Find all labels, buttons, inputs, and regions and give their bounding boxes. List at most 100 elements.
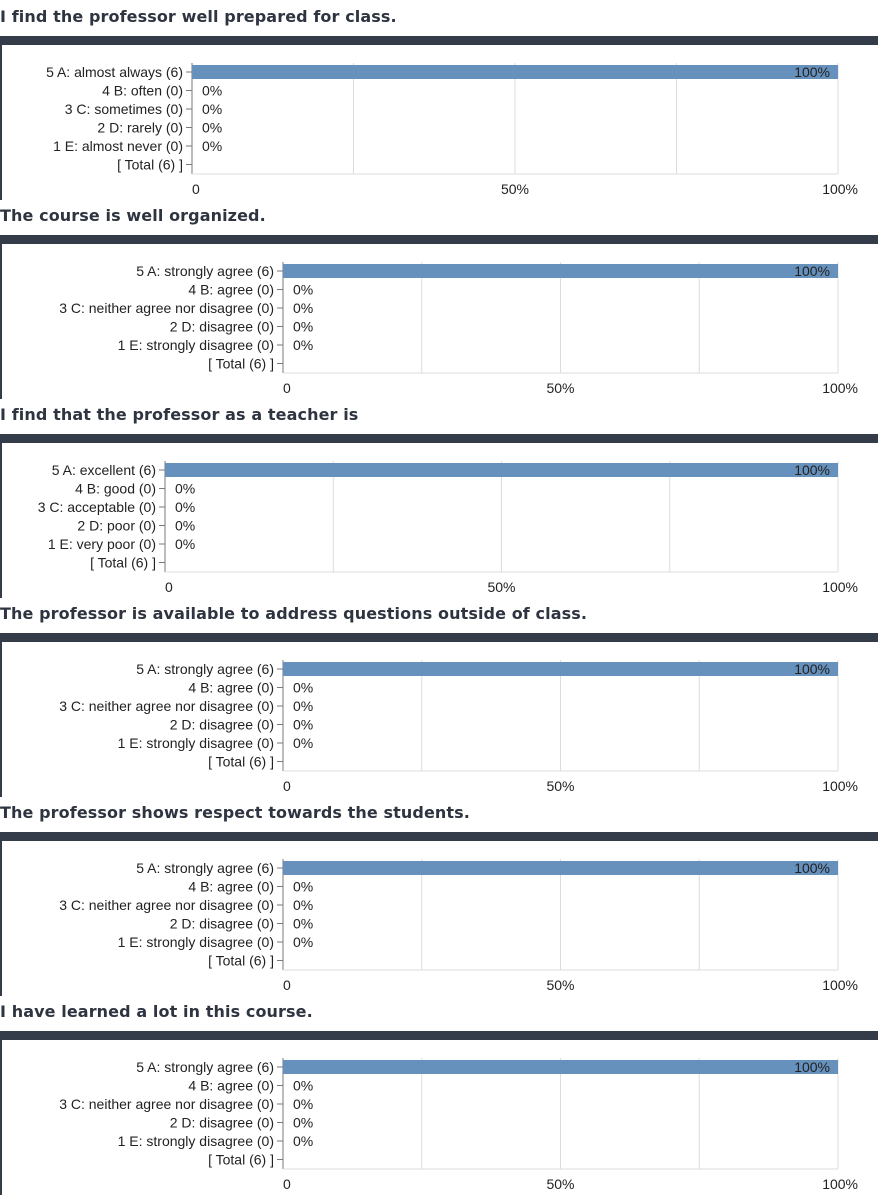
x-tick-label: 100% bbox=[822, 579, 858, 595]
panel-header-band bbox=[0, 235, 878, 244]
bar-value-label: 100% bbox=[794, 1059, 830, 1075]
question-title: I find that the professor as a teacher i… bbox=[0, 405, 359, 424]
category-label: 4 B: good (0) bbox=[75, 481, 156, 497]
bar-value-label: 0% bbox=[202, 101, 222, 117]
x-tick-label: 0 bbox=[283, 380, 291, 396]
panel-left-border bbox=[0, 244, 2, 399]
bar bbox=[283, 861, 838, 875]
question-title: I have learned a lot in this course. bbox=[0, 1002, 313, 1021]
category-label: 5 A: excellent (6) bbox=[52, 462, 156, 478]
category-label: [ Total (6) ] bbox=[117, 157, 183, 173]
x-tick-label: 0 bbox=[283, 778, 291, 794]
question-title: The course is well organized. bbox=[0, 206, 266, 225]
bar-value-label: 0% bbox=[175, 481, 195, 497]
bar-value-label: 0% bbox=[202, 83, 222, 99]
category-label: 3 C: neither agree nor disagree (0) bbox=[59, 698, 274, 714]
x-tick-label: 50% bbox=[546, 380, 574, 396]
horizontal-bar-chart: 5 A: strongly agree (6) 100% 4 B: agree (0… bbox=[59, 859, 858, 993]
bar-value-label: 0% bbox=[293, 337, 313, 353]
category-label: 1 E: strongly disagree (0) bbox=[118, 735, 274, 751]
category-label: 4 B: often (0) bbox=[102, 83, 183, 99]
panel-left-border bbox=[0, 443, 2, 598]
bar-value-label: 100% bbox=[794, 64, 830, 80]
x-tick-label: 50% bbox=[487, 579, 515, 595]
x-tick-label: 50% bbox=[546, 977, 574, 993]
category-label: 2 D: disagree (0) bbox=[170, 717, 274, 733]
bar-value-label: 0% bbox=[202, 120, 222, 136]
bar-value-label: 0% bbox=[293, 300, 313, 316]
category-label: 1 E: strongly disagree (0) bbox=[118, 934, 274, 950]
bar-value-label: 100% bbox=[794, 263, 830, 279]
panel-header-band bbox=[0, 434, 878, 443]
x-tick-label: 100% bbox=[822, 181, 858, 197]
bar-value-label: 0% bbox=[293, 879, 313, 895]
category-label: 2 D: disagree (0) bbox=[170, 916, 274, 932]
chart-panel: 5 A: almost always (6) 100% 4 B: often (0)… bbox=[0, 36, 878, 200]
category-label: 3 C: sometimes (0) bbox=[65, 101, 183, 117]
category-label: 1 E: very poor (0) bbox=[48, 536, 156, 552]
bar-value-label: 0% bbox=[175, 536, 195, 552]
bar-value-label: 0% bbox=[175, 499, 195, 515]
category-label: 5 A: almost always (6) bbox=[46, 64, 183, 80]
panel-header-band bbox=[0, 832, 878, 841]
bar-value-label: 0% bbox=[293, 680, 313, 696]
category-label: 4 B: agree (0) bbox=[188, 1078, 274, 1094]
question-title: The professor is available to address qu… bbox=[0, 604, 588, 623]
x-tick-label: 0 bbox=[283, 1176, 291, 1192]
x-tick-label: 50% bbox=[501, 181, 529, 197]
bar-value-label: 100% bbox=[794, 860, 830, 876]
x-tick-label: 0 bbox=[283, 977, 291, 993]
chart-panel: 5 A: excellent (6) 100% 4 B: good (0) 0% 3 C… bbox=[0, 434, 878, 598]
bar bbox=[283, 662, 838, 676]
horizontal-bar-chart: 5 A: strongly agree (6) 100% 4 B: agree (0… bbox=[59, 262, 858, 396]
bar-value-label: 0% bbox=[293, 319, 313, 335]
category-label: 3 C: acceptable (0) bbox=[38, 499, 156, 515]
category-label: 5 A: strongly agree (6) bbox=[136, 263, 274, 279]
bar bbox=[165, 463, 838, 477]
horizontal-bar-chart: 5 A: excellent (6) 100% 4 B: good (0) 0% 3 C… bbox=[38, 461, 858, 595]
category-label: 3 C: neither agree nor disagree (0) bbox=[59, 300, 274, 316]
category-label: 1 E: almost never (0) bbox=[53, 138, 183, 154]
bar-value-label: 0% bbox=[293, 1078, 313, 1094]
category-label: 2 D: poor (0) bbox=[77, 518, 156, 534]
chart-panel: 5 A: strongly agree (6) 100% 4 B: agree (0… bbox=[0, 832, 878, 996]
chart-panel: 5 A: strongly agree (6) 100% 4 B: agree (0… bbox=[0, 235, 878, 399]
panel-header-band bbox=[0, 1031, 878, 1040]
category-label: 1 E: strongly disagree (0) bbox=[118, 337, 274, 353]
panel-left-border bbox=[0, 45, 2, 200]
question-title: The professor shows respect towards the … bbox=[0, 803, 470, 822]
panel-header-band bbox=[0, 633, 878, 642]
category-label: [ Total (6) ] bbox=[208, 754, 274, 770]
category-label: 4 B: agree (0) bbox=[188, 680, 274, 696]
x-tick-label: 50% bbox=[546, 1176, 574, 1192]
bar-value-label: 0% bbox=[293, 717, 313, 733]
bar-value-label: 0% bbox=[293, 1133, 313, 1149]
bar-value-label: 0% bbox=[293, 1115, 313, 1131]
question-title: I find the professor well prepared for c… bbox=[0, 7, 397, 26]
panel-left-border bbox=[0, 841, 2, 996]
bar bbox=[283, 1060, 838, 1074]
x-tick-label: 0 bbox=[165, 579, 173, 595]
bar-value-label: 100% bbox=[794, 661, 830, 677]
chart-panel: 5 A: strongly agree (6) 100% 4 B: agree (0… bbox=[0, 633, 878, 797]
bar bbox=[192, 65, 838, 79]
category-label: 2 D: disagree (0) bbox=[170, 1115, 274, 1131]
category-label: [ Total (6) ] bbox=[208, 953, 274, 969]
x-tick-label: 100% bbox=[822, 1176, 858, 1192]
panel-left-border bbox=[0, 642, 2, 797]
bar-value-label: 0% bbox=[293, 735, 313, 751]
panel-left-border bbox=[0, 1040, 2, 1195]
x-tick-label: 50% bbox=[546, 778, 574, 794]
horizontal-bar-chart: 5 A: strongly agree (6) 100% 4 B: agree (0… bbox=[59, 660, 858, 794]
category-label: 1 E: strongly disagree (0) bbox=[118, 1133, 274, 1149]
category-label: [ Total (6) ] bbox=[208, 1152, 274, 1168]
horizontal-bar-chart: 5 A: almost always (6) 100% 4 B: often (0)… bbox=[46, 63, 858, 197]
x-tick-label: 100% bbox=[822, 977, 858, 993]
category-label: [ Total (6) ] bbox=[208, 356, 274, 372]
bar-value-label: 0% bbox=[293, 1096, 313, 1112]
category-label: 4 B: agree (0) bbox=[188, 282, 274, 298]
bar-value-label: 0% bbox=[293, 916, 313, 932]
chart-panel: 5 A: strongly agree (6) 100% 4 B: agree (0… bbox=[0, 1031, 878, 1195]
x-tick-label: 100% bbox=[822, 380, 858, 396]
bar-value-label: 0% bbox=[293, 698, 313, 714]
